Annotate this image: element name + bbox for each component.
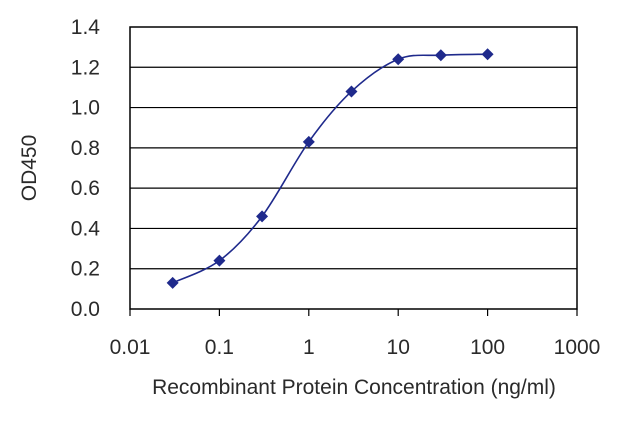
x-tick-label: 0.01: [110, 336, 151, 359]
series-line: [172, 53, 488, 284]
data-point: [392, 53, 405, 66]
x-tick-label: 10: [387, 336, 410, 359]
x-tick-label: 1: [303, 336, 315, 359]
x-tick-labels: 0.01 0.1 1 10 100 1000: [110, 309, 601, 359]
x-axis-label: Recombinant Protein Concentration (ng/ml…: [152, 376, 556, 399]
y-tick-labels: 0.0 0.2 0.4 0.6 0.8 1.0 1.2 1.4: [71, 16, 101, 321]
data-point: [434, 49, 447, 62]
y-axis-label: OD450: [18, 135, 41, 202]
y-tick-label: 0.2: [71, 258, 100, 281]
x-tick-label: 0.1: [205, 336, 234, 359]
data-point: [481, 48, 494, 61]
plot-area: [129, 26, 578, 310]
y-tick-label: 0.6: [71, 177, 100, 200]
y-tick-label: 0.4: [71, 217, 101, 240]
y-tick-label: 1.0: [71, 97, 100, 120]
data-point: [256, 210, 269, 223]
x-tick-label: 1000: [554, 336, 601, 359]
data-point: [302, 135, 315, 148]
data-point: [345, 85, 358, 98]
data-point: [213, 254, 226, 267]
y-tick-label: 0.0: [71, 298, 100, 321]
y-tick-label: 1.4: [71, 16, 101, 39]
y-tick-label: 1.2: [71, 56, 100, 79]
x-tick-label: 100: [470, 336, 505, 359]
gridlines: [130, 66, 577, 270]
data-points: [166, 48, 494, 289]
data-point: [166, 276, 179, 289]
y-tick-label: 0.8: [71, 137, 100, 160]
